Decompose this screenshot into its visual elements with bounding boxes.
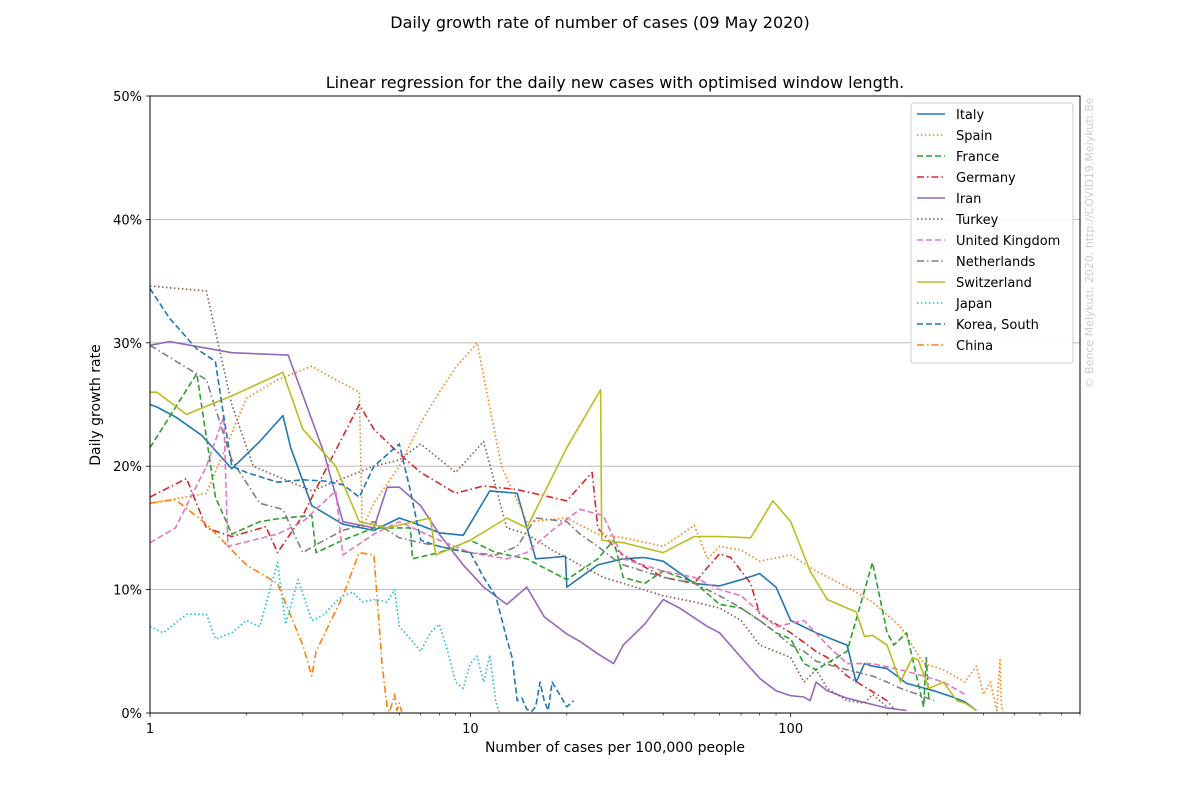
series-line-china — [150, 498, 403, 713]
x-tick-label: 10 — [462, 722, 479, 737]
axis-ticks: 0% 10% 20% 30% 40% 50% 1 10 100 — [113, 90, 1081, 737]
series-line-korea-south — [150, 288, 575, 713]
chart-suptitle: Daily growth rate of number of cases (09… — [390, 13, 809, 32]
watermark: © Bence Melykuti, 2020. http://COVID19.M… — [1083, 97, 1096, 388]
series-line-turkey — [150, 285, 888, 708]
legend-box — [910, 102, 1074, 364]
y-tick-label: 30% — [113, 337, 142, 352]
legend: Italy Spain France Germany Iran Turkey United … — [910, 102, 1074, 364]
y-tick-label: 40% — [113, 213, 142, 228]
legend-label: China — [956, 339, 993, 354]
series-line-united-kingdom — [150, 415, 966, 696]
series-line-germany — [150, 403, 895, 710]
legend-label: Germany — [956, 171, 1016, 186]
series-line-italy — [150, 403, 977, 712]
series-lines — [150, 285, 1004, 713]
y-tick-label: 50% — [113, 90, 142, 105]
y-axis-label: Daily growth rate — [88, 344, 104, 465]
legend-label: Turkey — [955, 213, 999, 228]
legend-label: Iran — [956, 192, 981, 207]
legend-label: Italy — [956, 108, 985, 123]
series-line-france — [150, 372, 930, 708]
x-tick-label: 100 — [778, 722, 803, 737]
y-tick-label: 10% — [113, 584, 142, 599]
y-tick-label: 20% — [113, 460, 142, 475]
legend-label: United Kingdom — [956, 234, 1060, 249]
x-tick-label: 1 — [146, 722, 154, 737]
series-line-iran — [150, 340, 907, 712]
series-line-japan — [150, 561, 500, 713]
chart-title: Linear regression for the daily new case… — [326, 73, 904, 92]
legend-label: Spain — [956, 129, 992, 144]
x-axis-label: Number of cases per 100,000 people — [485, 740, 745, 756]
series-line-netherlands — [150, 344, 935, 702]
series-line-spain — [150, 341, 1004, 713]
plot-frame — [149, 95, 1081, 714]
series-line-switzerland — [150, 371, 977, 712]
legend-label: Korea, South — [956, 318, 1039, 333]
legend-label: Switzerland — [956, 276, 1032, 291]
y-tick-label: 0% — [121, 707, 142, 722]
legend-label: Japan — [955, 297, 992, 312]
legend-label: France — [956, 150, 999, 165]
legend-label: Netherlands — [956, 255, 1035, 270]
